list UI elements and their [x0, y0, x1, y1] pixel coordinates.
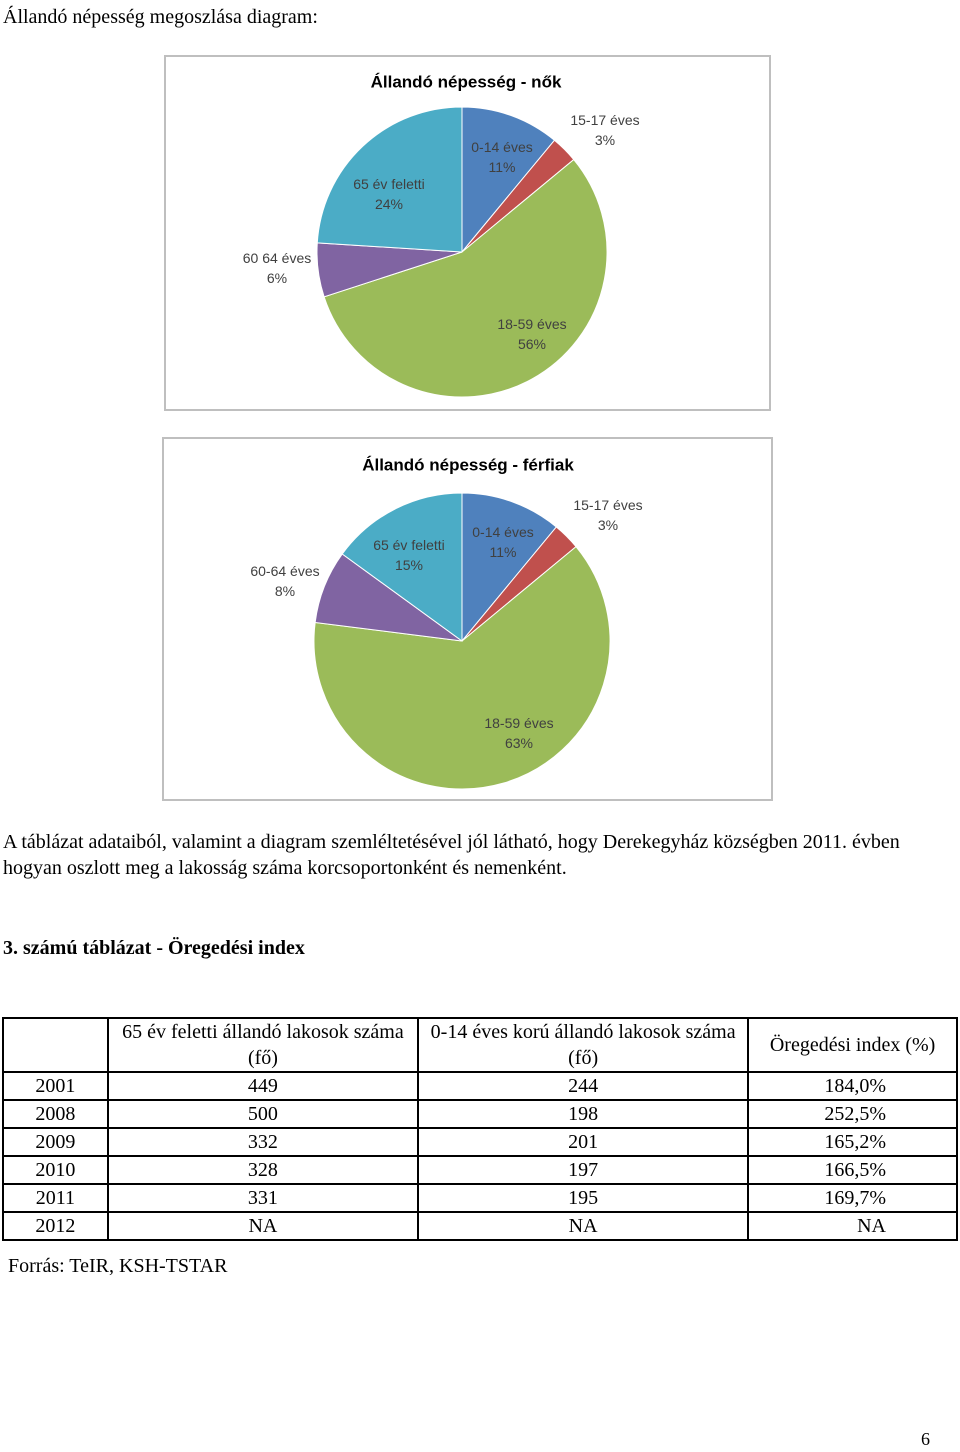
table-cell: 169,7%: [747, 1183, 958, 1213]
slice-value: 8%: [275, 583, 295, 599]
pie-slice: [313, 545, 611, 790]
pie-slice: [341, 492, 463, 642]
table-cell: 201: [417, 1127, 750, 1157]
slice-value: 24%: [375, 196, 403, 212]
table-row: 2012 NA NA NA: [2, 1211, 958, 1241]
header-cell: Öregedési index (%): [747, 1017, 958, 1073]
pie-chart: Állandó népesség - férfiak 0-14 éves 11% 15…: [162, 437, 773, 801]
table-cell: 328: [106, 1155, 420, 1185]
slice-label: 65 év feletti 15%: [373, 537, 445, 573]
pie-slice: [461, 106, 556, 254]
source: Forrás: TeIR, KSH-TSTAR: [8, 1255, 228, 1277]
table-cell: 2011: [2, 1183, 109, 1213]
table-cell: 198: [417, 1099, 750, 1129]
table-cell: 500: [106, 1099, 420, 1129]
heading: Állandó népesség megoszlása diagram:: [3, 6, 318, 28]
slice-category: 18-59 éves: [497, 316, 566, 332]
slice-value: 56%: [518, 336, 546, 352]
slice-category: 15-17 éves: [573, 497, 642, 513]
table-cell: 197: [417, 1155, 750, 1185]
table-row: 2008 500 198 252,5%: [2, 1099, 958, 1129]
table-cell: 195: [417, 1183, 750, 1213]
slice-label: 0-14 éves 11%: [471, 139, 532, 175]
header-row: 65 év feletti állandó lakosok száma (fő)…: [2, 1017, 958, 1073]
slice-value: 63%: [505, 735, 533, 751]
pie-chart: Állandó népesség - nők 0-14 éves 11% 15-17 …: [164, 55, 771, 411]
table-row: 2001 449 244 184,0%: [2, 1071, 958, 1101]
table-cell: NA: [747, 1211, 958, 1241]
page-number: 6: [921, 1429, 930, 1449]
chart-title: Állandó népesség - nők: [371, 72, 562, 91]
table: 65 év feletti állandó lakosok száma (fő)…: [2, 1017, 958, 1241]
slice-category: 65 év feletti: [373, 537, 445, 553]
table-cell: 2012: [2, 1211, 109, 1241]
table-cell: 244: [417, 1071, 750, 1101]
table-cell: 332: [106, 1127, 420, 1157]
paragraph: A táblázat adataiból, valamint a diagram…: [3, 831, 900, 879]
slice-value: 15%: [395, 557, 423, 573]
slice-value: 6%: [267, 270, 287, 286]
pie-slice: [323, 158, 608, 398]
slice-label: 60 64 éves 6%: [243, 250, 312, 286]
table-cell: 2001: [2, 1071, 109, 1101]
table-row: 2010 328 197 166,5%: [2, 1155, 958, 1185]
slice-category: 65 év feletti: [353, 176, 425, 192]
slice-value: 11%: [490, 544, 517, 560]
slice-category: 18-59 éves: [484, 715, 553, 731]
table-row: 2009 332 201 165,2%: [2, 1127, 958, 1157]
slice-label: 18-59 éves 56%: [497, 316, 566, 352]
slice-label: 18-59 éves 63%: [484, 715, 553, 751]
table-cell: 2009: [2, 1127, 109, 1157]
header-cell: [2, 1017, 109, 1073]
table-cell: 166,5%: [747, 1155, 958, 1185]
slice-category: 0-14 éves: [471, 139, 532, 155]
slice-category: 60-64 éves: [250, 563, 319, 579]
table-cell: 252,5%: [747, 1099, 958, 1129]
table-row: 2011 331 195 169,7%: [2, 1183, 958, 1213]
slice-category: 15-17 éves: [570, 112, 639, 128]
slice-label: 0-14 éves 11%: [472, 524, 533, 560]
slice-value: 3%: [595, 132, 615, 148]
slice-value: 3%: [598, 517, 618, 533]
table-cell: 331: [106, 1183, 420, 1213]
slice-value: 11%: [489, 159, 516, 175]
slice-label: 15-17 éves 3%: [570, 112, 639, 148]
slice-label: 65 év feletti 24%: [353, 176, 425, 212]
pie-slice: [316, 106, 463, 253]
table-cell: 184,0%: [747, 1071, 958, 1101]
table-cell: NA: [417, 1211, 750, 1241]
pie-slice: [461, 492, 558, 643]
chart-title: Állandó népesség - férfiak: [362, 455, 574, 474]
slice-category: 60 64 éves: [243, 250, 312, 266]
table-cell: 2010: [2, 1155, 109, 1185]
table-cell: 165,2%: [747, 1127, 958, 1157]
slice-label: 15-17 éves 3%: [573, 497, 642, 533]
slice-label: 60-64 éves 8%: [250, 563, 319, 599]
header-cell: 65 év feletti állandó lakosok száma (fő): [106, 1017, 420, 1073]
header-cell: 0-14 éves korú állandó lakosok száma (fő…: [417, 1017, 750, 1073]
table-cell: NA: [106, 1211, 420, 1241]
table-title: 3. számú táblázat - Öregedési index: [3, 937, 305, 959]
table-cell: 449: [106, 1071, 420, 1101]
table-cell: 2008: [2, 1099, 109, 1129]
slice-category: 0-14 éves: [472, 524, 533, 540]
